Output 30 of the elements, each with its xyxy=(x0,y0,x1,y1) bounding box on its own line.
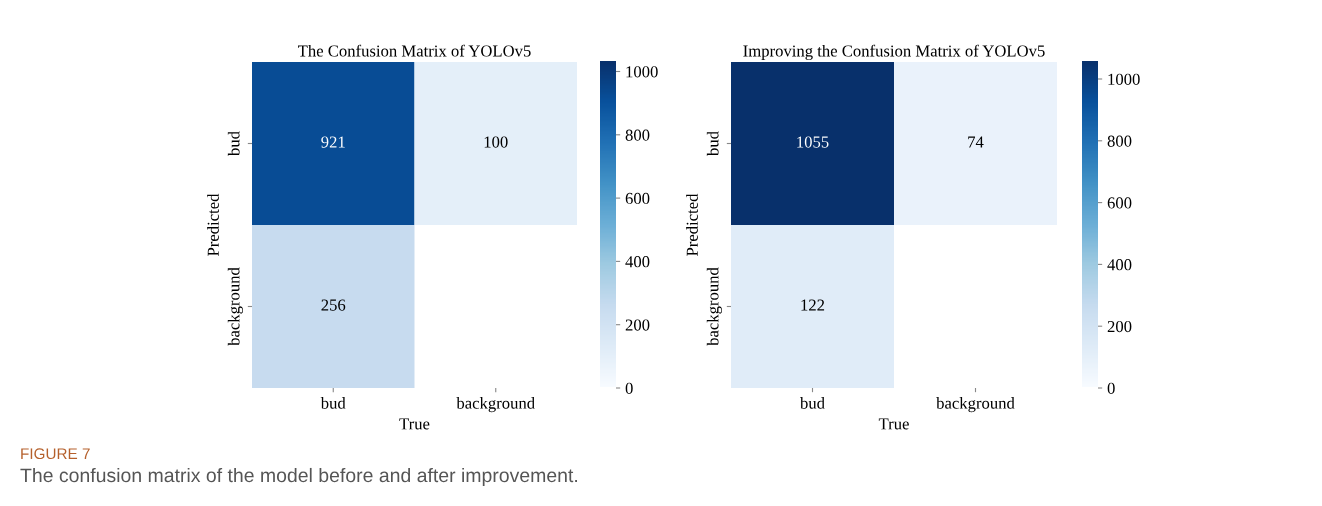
color-bar-label: 200 xyxy=(1107,320,1132,333)
y-axis-title: Predicted xyxy=(686,193,698,256)
data-label: 256 xyxy=(321,299,346,311)
x-tick-label: background xyxy=(936,397,1015,413)
x-tick-label: bud xyxy=(320,397,346,409)
color-bar-label: 200 xyxy=(625,319,650,331)
color-bar-label: 600 xyxy=(625,192,650,205)
data-label: 122 xyxy=(801,299,825,311)
y-axis-title: Predicted xyxy=(207,193,219,256)
data-label: 1055 xyxy=(797,136,829,148)
color-bar-label: 400 xyxy=(625,256,650,268)
color-bar-label: 0 xyxy=(1107,382,1115,394)
chart-title: Improving the Confusion Matrix of YOLOv5 xyxy=(743,44,1045,61)
x-axis-title: True xyxy=(878,418,909,430)
data-label: 74 xyxy=(968,136,984,148)
caption: FIGURE 7 xyxy=(21,448,90,460)
text: The confusion matrix of the model before and after improvement. xyxy=(20,467,577,487)
color-bar-label: 400 xyxy=(1107,259,1132,271)
color-bar-label: 1000 xyxy=(626,66,658,78)
x-axis-title: True xyxy=(399,418,430,430)
color-bar-label: 1000 xyxy=(1108,73,1140,85)
chart-title: The Confusion Matrix of YOLOv5 xyxy=(298,44,531,57)
data-label: 100 xyxy=(484,136,508,148)
color-bar-label: 800 xyxy=(1107,135,1132,147)
color-bar-label: 800 xyxy=(625,129,650,141)
color-bar-label: 600 xyxy=(1107,197,1132,209)
x-tick-label: background xyxy=(456,397,535,413)
x-tick-label: bud xyxy=(800,397,825,409)
color-bar-label: 0 xyxy=(625,382,633,394)
data-label: 921 xyxy=(321,136,345,148)
